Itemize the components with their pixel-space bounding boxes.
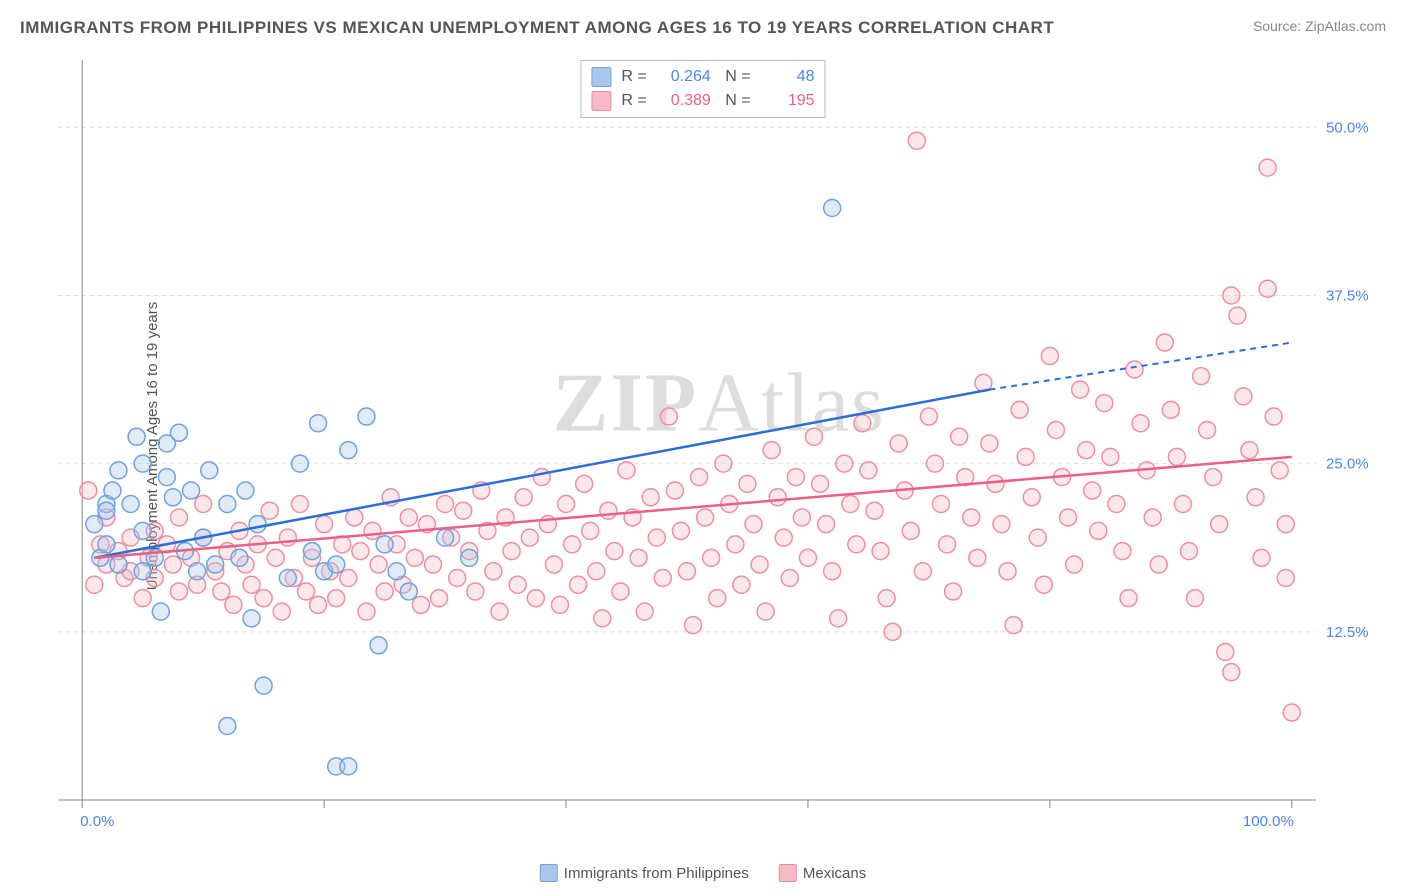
svg-text:100.0%: 100.0% [1243, 813, 1294, 830]
legend-label-mexicans: Mexicans [803, 865, 866, 882]
chart-area: ZIPAtlas 12.5%25.0%37.5%50.0%0.0%100.0% [52, 60, 1386, 840]
r-value-mexicans: 0.389 [657, 92, 711, 110]
legend-row-mexicans: R = 0.389 N = 195 [591, 89, 814, 113]
svg-text:12.5%: 12.5% [1326, 624, 1369, 641]
r-label: R = [621, 68, 646, 86]
legend-item-mexicans: Mexicans [779, 864, 866, 882]
legend-item-philippines: Immigrants from Philippines [540, 864, 749, 882]
svg-text:37.5%: 37.5% [1326, 287, 1369, 304]
x-axis-legend: Immigrants from Philippines Mexicans [540, 864, 866, 882]
legend-swatch-blue-icon [540, 864, 558, 882]
correlation-legend: R = 0.264 N = 48 R = 0.389 N = 195 [580, 60, 825, 118]
legend-row-philippines: R = 0.264 N = 48 [591, 65, 814, 89]
n-value-philippines: 48 [761, 68, 815, 86]
legend-swatch-blue [591, 67, 611, 87]
n-value-mexicans: 195 [761, 92, 815, 110]
svg-text:0.0%: 0.0% [80, 813, 114, 830]
r-value-philippines: 0.264 [657, 68, 711, 86]
legend-swatch-pink-icon [779, 864, 797, 882]
scatter-plot: 12.5% 25.0% 37.5% 50.0% 0.0% 100.0% [52, 60, 1386, 840]
chart-title: IMMIGRANTS FROM PHILIPPINES VS MEXICAN U… [20, 18, 1054, 38]
svg-text:50.0%: 50.0% [1326, 119, 1369, 136]
legend-swatch-pink [591, 91, 611, 111]
n-label: N = [721, 92, 751, 110]
r-label: R = [621, 92, 646, 110]
svg-text:25.0%: 25.0% [1326, 456, 1369, 473]
source-attribution: Source: ZipAtlas.com [1253, 18, 1386, 34]
legend-label-philippines: Immigrants from Philippines [564, 865, 749, 882]
n-label: N = [721, 68, 751, 86]
